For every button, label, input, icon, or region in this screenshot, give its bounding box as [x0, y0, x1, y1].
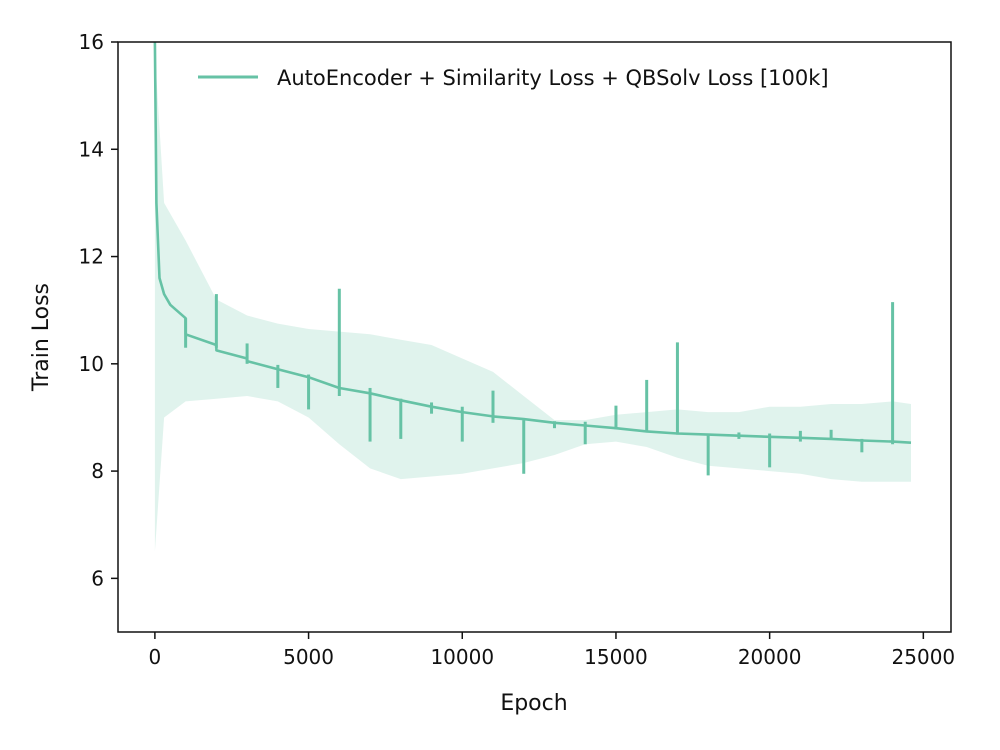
- legend-label: AutoEncoder + Similarity Loss + QBSolv L…: [277, 66, 829, 90]
- y-tick-label: 16: [79, 30, 104, 54]
- y-tick-label: 10: [79, 352, 104, 376]
- x-axis-ticks: 0 5000 10000 15000 20000 25000: [149, 632, 956, 669]
- y-axis-label: Train Loss: [29, 283, 54, 392]
- y-tick-label: 14: [79, 137, 104, 161]
- axes-frame: [117, 41, 952, 633]
- legend: AutoEncoder + Similarity Loss + QBSolv L…: [198, 66, 829, 90]
- x-tick-label: 0: [149, 645, 162, 669]
- x-tick-label: 5000: [283, 645, 334, 669]
- y-tick-label: 6: [91, 566, 104, 590]
- variance-band: [154, 52, 911, 552]
- plot-area: [153, 42, 912, 552]
- x-tick-label: 10000: [430, 645, 494, 669]
- x-axis-label: Epoch: [500, 691, 567, 716]
- y-tick-label: 8: [91, 459, 104, 483]
- x-tick-label: 15000: [584, 645, 648, 669]
- x-tick-label: 20000: [738, 645, 802, 669]
- series-line: [153, 42, 912, 444]
- y-tick-label: 12: [79, 245, 104, 269]
- y-axis-ticks: 6 8 10 12 14 16: [79, 30, 118, 590]
- x-tick-label: 25000: [892, 645, 956, 669]
